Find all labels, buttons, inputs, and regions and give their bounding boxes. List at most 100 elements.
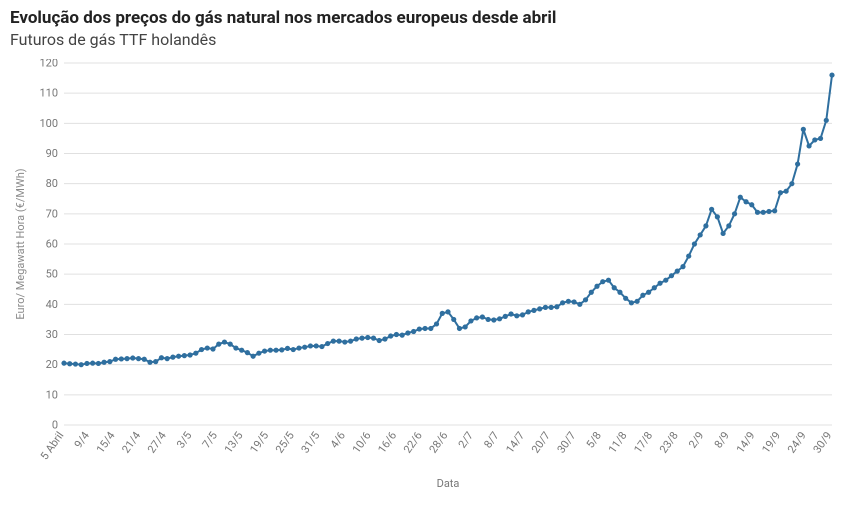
series-marker bbox=[818, 136, 823, 141]
series-marker bbox=[474, 316, 479, 321]
x-tick-label: 31/5 bbox=[299, 430, 323, 456]
series-marker bbox=[537, 307, 542, 312]
series-marker bbox=[411, 329, 416, 334]
series-marker bbox=[692, 242, 697, 247]
series-marker bbox=[308, 344, 313, 349]
series-marker bbox=[778, 190, 783, 195]
series-marker bbox=[812, 138, 817, 143]
x-tick-label: 27/4 bbox=[145, 430, 169, 456]
series-marker bbox=[377, 338, 382, 343]
series-marker bbox=[124, 356, 129, 361]
series-marker bbox=[102, 360, 107, 365]
series-marker bbox=[268, 348, 273, 353]
series-marker bbox=[210, 347, 215, 352]
x-tick-label: 21/4 bbox=[119, 430, 143, 456]
series-marker bbox=[256, 351, 261, 356]
x-tick-label: 8/9 bbox=[712, 430, 732, 451]
series-marker bbox=[170, 355, 175, 360]
x-tick-label: 14/7 bbox=[503, 430, 527, 456]
series-marker bbox=[96, 361, 101, 366]
series-marker bbox=[508, 312, 513, 317]
series-marker bbox=[451, 317, 456, 322]
series-marker bbox=[657, 281, 662, 286]
series-marker bbox=[331, 339, 336, 344]
series-marker bbox=[205, 346, 210, 351]
series-marker bbox=[417, 327, 422, 332]
series-marker bbox=[491, 318, 496, 323]
series-marker bbox=[365, 335, 370, 340]
series-marker bbox=[159, 355, 164, 360]
x-tick-label: 17/8 bbox=[631, 430, 655, 456]
series-marker bbox=[239, 348, 244, 353]
series-marker bbox=[245, 350, 250, 355]
x-tick-label: 5 Abril bbox=[38, 430, 67, 463]
series-marker bbox=[531, 308, 536, 313]
series-marker bbox=[428, 326, 433, 331]
y-tick-label: 110 bbox=[39, 87, 58, 100]
gridlines bbox=[64, 63, 832, 425]
line-chart: 0102030405060708090100110120Euro/ Megawa… bbox=[10, 59, 842, 499]
series-marker bbox=[182, 353, 187, 358]
series-marker bbox=[766, 209, 771, 214]
x-tick-label: 30/9 bbox=[811, 430, 835, 456]
series-marker bbox=[354, 337, 359, 342]
series-marker bbox=[90, 361, 95, 366]
series-marker bbox=[371, 336, 376, 341]
series-marker bbox=[468, 319, 473, 324]
x-tick-label: 14/9 bbox=[734, 430, 758, 456]
series-marker bbox=[514, 313, 519, 318]
series-marker bbox=[560, 300, 565, 305]
series-marker bbox=[629, 300, 634, 305]
series-marker bbox=[187, 353, 192, 358]
series-marker bbox=[789, 181, 794, 186]
x-tick-label: 3/5 bbox=[174, 430, 194, 451]
series-marker bbox=[721, 231, 726, 236]
y-tick-label: 120 bbox=[39, 59, 58, 70]
chart-subtitle: Futuros de gás TTF holandês bbox=[10, 30, 840, 49]
series-marker bbox=[285, 346, 290, 351]
series-marker bbox=[726, 224, 731, 229]
series-marker bbox=[503, 314, 508, 319]
series-marker bbox=[445, 310, 450, 315]
series-marker bbox=[176, 354, 181, 359]
y-tick-label: 100 bbox=[39, 117, 58, 130]
series-marker bbox=[394, 332, 399, 337]
series-marker bbox=[153, 359, 158, 364]
series-marker bbox=[319, 344, 324, 349]
series-marker bbox=[165, 356, 170, 361]
series-marker bbox=[337, 339, 342, 344]
series-marker bbox=[806, 144, 811, 149]
series-marker bbox=[801, 127, 806, 132]
series-marker bbox=[738, 195, 743, 200]
series-marker bbox=[251, 354, 256, 359]
y-tick-label: 40 bbox=[46, 298, 58, 311]
x-tick-label: 13/5 bbox=[222, 430, 246, 456]
series-marker bbox=[457, 326, 462, 331]
series-marker bbox=[680, 264, 685, 269]
series-marker bbox=[675, 269, 680, 274]
series-marker bbox=[554, 304, 559, 309]
series-marker bbox=[755, 210, 760, 215]
series-marker bbox=[698, 233, 703, 238]
series-marker bbox=[600, 279, 605, 284]
series-marker bbox=[594, 284, 599, 289]
series-marker bbox=[772, 208, 777, 213]
x-tick-label: 2/9 bbox=[686, 430, 706, 451]
series-marker bbox=[543, 305, 548, 310]
series-marker bbox=[107, 359, 112, 364]
series-marker bbox=[228, 342, 233, 347]
series-marker bbox=[142, 357, 147, 362]
series-marker bbox=[279, 348, 284, 353]
series-marker bbox=[400, 333, 405, 338]
series-marker bbox=[577, 302, 582, 307]
series-marker bbox=[686, 254, 691, 259]
x-tick-label: 4/6 bbox=[328, 430, 348, 451]
series-marker bbox=[119, 357, 124, 362]
series-marker bbox=[233, 346, 238, 351]
series-marker bbox=[291, 347, 296, 352]
x-tick-label: 25/5 bbox=[273, 430, 297, 456]
series-marker bbox=[497, 316, 502, 321]
series-marker bbox=[571, 300, 576, 305]
x-tick-label: 11/8 bbox=[606, 430, 630, 456]
series-marker bbox=[262, 349, 267, 354]
